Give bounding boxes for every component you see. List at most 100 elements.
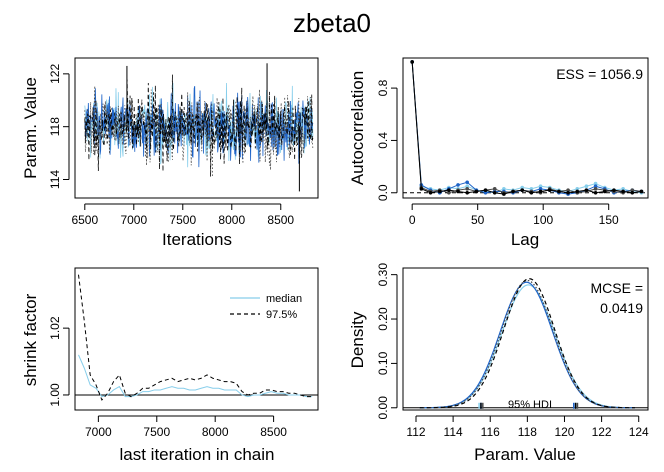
trace-line-chain-3 <box>84 85 314 177</box>
shrink-factor-legend: median 97.5% <box>230 293 302 321</box>
acf-point <box>593 181 598 186</box>
trace-plot: 6500 7000 7500 8000 8500 114 118 122 Iteration… <box>21 57 319 249</box>
density-plot-frame <box>402 267 649 411</box>
acf-point <box>630 190 635 195</box>
acf-point <box>566 188 570 192</box>
acf-point <box>456 189 460 194</box>
acf-point <box>465 180 469 185</box>
figure-title: zbeta0 <box>293 8 371 38</box>
acf-point <box>465 184 469 189</box>
trace-line-chain-1 <box>84 82 314 168</box>
acf-point <box>575 189 580 194</box>
acf-point <box>593 184 598 189</box>
acf-point <box>428 190 433 195</box>
acf-point <box>502 192 506 196</box>
density-y-tick-label: 0.10 <box>376 351 390 375</box>
acf-point <box>447 190 451 195</box>
shrink-factor-line-975 <box>78 274 313 401</box>
acf-point <box>538 189 543 194</box>
acf-point <box>511 189 515 194</box>
density-x-tick-label: 120 <box>554 425 574 439</box>
trace-x-tick-label: 8500 <box>267 213 294 227</box>
trace-y-tick-label: 122 <box>48 64 62 84</box>
trace-x-ticks: 6500 7000 7500 8000 8500 <box>71 203 294 227</box>
density-x-tick-label: 116 <box>481 425 500 439</box>
shrink-factor-y-axis-label: shrink factor <box>21 293 40 386</box>
acf-y-axis-label: Autocorrelation <box>348 71 367 185</box>
trace-x-tick-label: 8000 <box>218 213 245 227</box>
acf-point <box>584 188 589 192</box>
shrink-factor-x-axis-label: last iteration in chain <box>120 445 275 464</box>
shrink-factor-x-tick-label: 7500 <box>143 425 170 439</box>
shrink-factor-y-tick-label: 1.00 <box>48 383 62 407</box>
acf-point <box>639 189 644 194</box>
trace-y-axis-label: Param. Value <box>21 77 40 179</box>
shrink-factor-x-tick-label: 7000 <box>85 425 112 439</box>
acf-point <box>520 185 525 190</box>
trace-y-tick-label: 114 <box>48 170 62 189</box>
shrink-factor-lines <box>75 274 318 401</box>
acf-x-tick-label: 150 <box>599 213 619 227</box>
acf-point <box>465 190 469 195</box>
shrink-factor-line-median <box>78 354 313 398</box>
acf-x-tick-label: 50 <box>471 213 485 227</box>
acf-point <box>621 187 625 191</box>
trace-x-tick-label: 6500 <box>71 213 98 227</box>
acf-point <box>492 187 497 191</box>
acf-y-ticks: 0.0 0.4 0.8 <box>376 79 398 201</box>
density-x-ticks: 112 114 116 118 120 122 124 <box>406 415 649 439</box>
density-mcse-label: MCSE = <box>590 280 643 296</box>
acf-point <box>483 188 488 192</box>
acf-point <box>447 188 451 192</box>
density-lines <box>403 278 648 409</box>
acf-point <box>465 187 469 191</box>
density-x-tick-label: 124 <box>629 425 649 439</box>
acf-point <box>419 187 424 191</box>
acf-point <box>575 187 580 191</box>
shrink-factor-x-tick-label: 8000 <box>202 425 229 439</box>
acf-lines <box>403 60 648 196</box>
acf-point <box>502 187 506 191</box>
acf-point <box>612 188 616 192</box>
acf-point <box>566 190 570 195</box>
acf-x-axis-label: Lag <box>511 230 539 249</box>
trace-y-ticks: 114 118 122 <box>48 64 70 189</box>
acf-point <box>621 189 625 194</box>
acf-y-tick-label: 0.4 <box>376 132 390 149</box>
density-plot: 112 114 116 118 120 122 124 0.00 0.10 0.20 0.30 M… <box>348 263 649 464</box>
density-x-axis-label: Param. Value <box>474 445 576 464</box>
acf-x-tick-label: 100 <box>533 213 553 227</box>
trace-x-tick-label: 7000 <box>120 213 147 227</box>
trace-x-axis-label: Iterations <box>162 230 232 249</box>
trace-plot-frame <box>74 57 319 199</box>
acf-point <box>630 188 635 192</box>
density-y-ticks: 0.00 0.10 0.20 0.30 <box>376 263 398 420</box>
acf-point <box>602 189 607 194</box>
density-y-axis-label: Density <box>348 311 367 368</box>
trace-lines <box>84 63 314 192</box>
acf-y-tick-label: 0.8 <box>376 79 390 96</box>
acf-point <box>437 189 442 194</box>
acf-x-tick-label: 0 <box>409 213 416 227</box>
acf-point <box>557 189 561 194</box>
trace-line-chain-4 <box>84 74 314 177</box>
acf-point <box>529 190 534 195</box>
acf-point <box>456 183 460 187</box>
density-y-tick-label: 0.20 <box>376 307 390 331</box>
shrink-factor-y-tick-label: 1.02 <box>48 316 62 340</box>
acf-point <box>410 60 414 64</box>
density-mcse-value: 0.0419 <box>600 300 643 316</box>
density-line-chain-4 <box>419 278 636 409</box>
shrink-factor-x-ticks: 7000 7500 8000 8500 <box>85 415 287 439</box>
acf-ess-annotation: ESS = 1056.9 <box>556 66 643 82</box>
acf-point <box>492 190 497 195</box>
density-x-tick-label: 118 <box>518 425 537 439</box>
shrink-factor-plot-frame <box>74 267 319 411</box>
density-y-tick-label: 0.00 <box>376 396 390 420</box>
legend-975-label: 97.5% <box>266 309 297 321</box>
trace-x-tick-label: 7500 <box>169 213 196 227</box>
acf-y-tick-label: 0.0 <box>376 184 390 201</box>
acf-point <box>547 188 552 192</box>
autocorrelation-plot: 0 50 100 150 0.0 0.4 0.8 ESS = 1056.9 Lag Aut… <box>348 57 649 249</box>
